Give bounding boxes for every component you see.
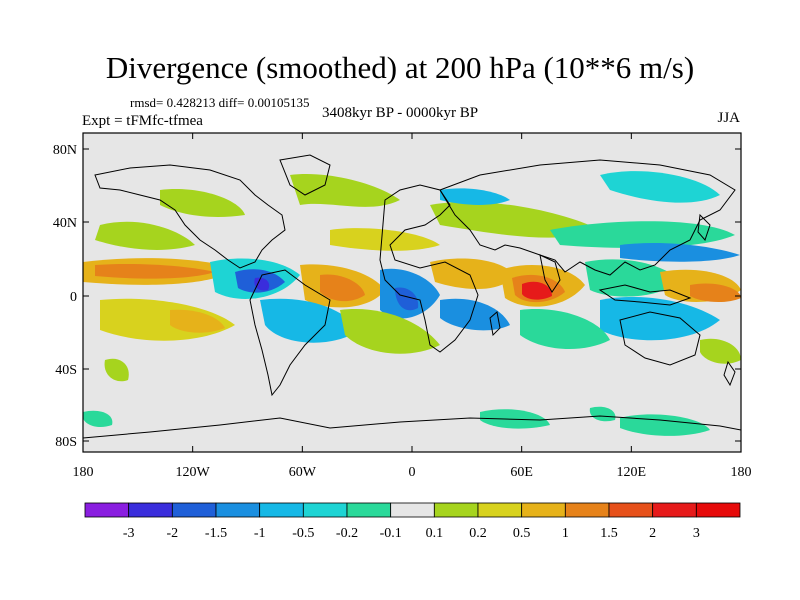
field-blob [620,414,710,436]
field-blob [440,298,510,331]
colorbar-label: -2 [166,526,178,541]
colorbar-swatch [390,502,435,518]
lon-tick-label: 60E [510,465,533,480]
europe-africa-coast [379,184,479,353]
field-blob [589,406,616,422]
colorbar-label: -1 [254,526,266,541]
south-america-coast [249,269,331,397]
madagascar-coast [489,311,501,337]
colorbar-label: 3 [693,526,700,541]
colorbar-label: -0.2 [336,526,358,541]
field-blob [440,188,510,205]
asia-coast [439,159,736,276]
field-blob [395,287,419,311]
field-blob [700,338,741,364]
longitude-axis: 180 120W 60W 0 60E 120E 180 [73,133,752,480]
lat-tick-label: 40N [53,216,77,231]
field-blob [620,243,740,262]
colorbar-swatch [259,502,304,518]
lat-tick-label: 0 [70,290,77,305]
colorbar-label: -0.5 [292,526,314,541]
colorbar-swatch [84,502,130,518]
colorbar-label: -1.5 [205,526,227,541]
field-blob [95,263,215,279]
colorbar-swatch [128,502,173,518]
colorbar-swatch [302,502,348,518]
colorbar-swatch [433,502,479,518]
field-blob [600,296,720,341]
lon-tick-label: 120E [617,465,647,480]
colorbar-label: -0.1 [380,526,402,541]
lon-tick-label: 120W [176,465,211,480]
indonesia-coast [598,284,692,306]
field-blob [520,309,610,350]
field-blob [690,283,741,303]
latitude-axis: 80N 40N 0 40S 80S [53,143,741,450]
colorbar-swatch [171,502,217,518]
colorbar-swatch [521,502,566,518]
colorbar: -3 -2 -1.5 -1 -0.5 -0.2 -0.1 0.1 0.2 0.5 1 1.5 2 3 [84,502,741,541]
divergence-field [83,171,741,436]
india-coast [539,254,561,293]
lat-tick-label: 80N [53,143,77,158]
australia-coast [619,311,701,366]
colorbar-swatch [215,502,261,518]
colorbar-swatch [564,502,610,518]
colorbar-swatch [695,502,741,518]
rmsd-diff-stats: rmsd= 0.428213 diff= 0.00105135 [130,95,310,110]
lon-tick-label: 180 [73,465,94,480]
field-blob [522,281,552,300]
field-blob [330,228,440,251]
north-america-coast [94,164,286,269]
field-blob [95,221,195,250]
colorbar-label: 0.2 [469,526,487,541]
field-blob [290,174,400,207]
field-blob [585,259,680,297]
colorbar-label: -3 [123,526,135,541]
period-label: 3408kyr BP - 0000kyr BP [321,105,479,121]
coastlines [83,154,741,439]
new-zealand-coast [723,360,736,387]
field-blob [254,277,270,291]
plot-title: Divergence (smoothed) at 200 hPa (10**6 … [105,50,695,85]
colorbar-label: 1.5 [600,526,618,541]
field-blob [83,410,113,428]
lon-tick-label: 180 [731,465,752,480]
field-blob [170,309,225,333]
field-blob [340,309,440,354]
colorbar-label: 0.5 [513,526,531,541]
antarctica-coast [83,415,741,439]
colorbar-swatch [652,502,697,518]
japan-coast [697,213,711,241]
field-blob [160,189,245,217]
experiment-label: Expt = tFMfc-tfmea [82,113,203,129]
lat-tick-label: 80S [55,435,77,450]
colorbar-swatch [608,502,654,518]
field-blob [104,358,129,382]
colorbar-label: 0.1 [426,526,444,541]
colorbar-swatch [477,502,523,518]
field-blob [320,274,365,302]
field-blob [260,298,360,343]
greenland-coast [279,154,331,196]
colorbar-label: 2 [649,526,656,541]
lon-tick-label: 60W [289,465,317,480]
field-blob [550,221,735,248]
field-blob [600,171,720,203]
field-blob [430,258,515,290]
season-label: JJA [717,110,740,126]
colorbar-label: 1 [562,526,569,541]
lon-tick-label: 0 [409,465,416,480]
lat-tick-label: 40S [55,363,77,378]
colorbar-swatch [346,502,392,518]
